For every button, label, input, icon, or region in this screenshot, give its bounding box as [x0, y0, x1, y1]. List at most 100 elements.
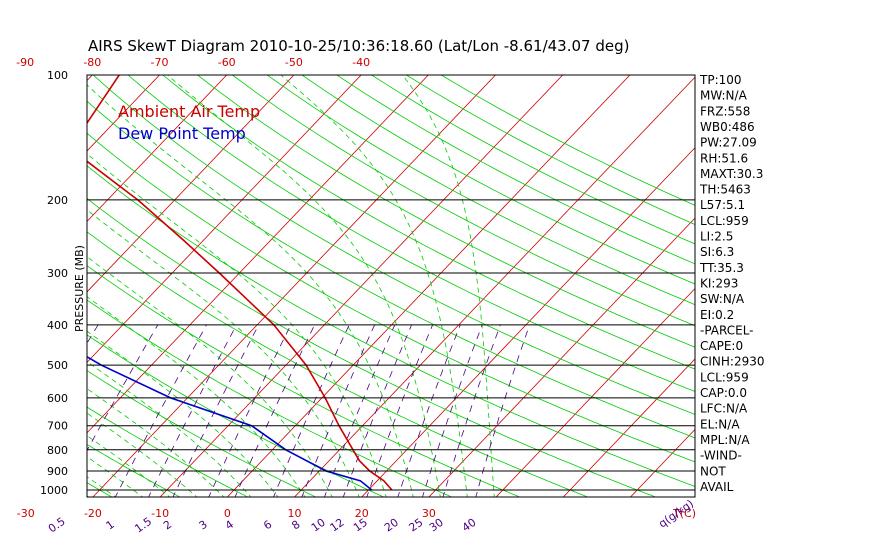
dry-adiabat: [87, 482, 113, 497]
stability-index-item: CAPE:0: [700, 339, 743, 353]
stability-index-item: LFC:N/A: [700, 402, 748, 416]
isotherm: [562, 358, 695, 497]
mixing-ratio-line: [208, 324, 292, 497]
moist-adiabat: [87, 296, 306, 497]
pressure-tick-400: 400: [47, 319, 68, 332]
isobars: [87, 74, 695, 491]
axis-ticks: 10020030040050060070080090010000.10.20.5…: [0, 56, 479, 536]
dry-adiabat: [406, 75, 695, 225]
stability-index-item: SW:N/A: [700, 292, 745, 306]
stability-index-item: KI:293: [700, 276, 738, 290]
stability-index-item: EI:0.2: [700, 308, 734, 322]
bottom-temp-tick: 30: [422, 507, 436, 520]
x-axis-unit-label: T(C): [672, 507, 696, 520]
mixing-ratio-tick: 6: [261, 518, 274, 533]
dry-adiabat: [371, 75, 695, 245]
isotherm: [293, 76, 695, 497]
pressure-tick-200: 200: [47, 194, 68, 207]
mixing-ratio-tick: 40: [460, 516, 479, 535]
moist-adiabat: [87, 456, 144, 497]
dry-adiabat: [87, 100, 695, 439]
dry-adiabat: [127, 75, 695, 392]
isotherm: [87, 75, 295, 293]
chart-grid: [87, 75, 695, 497]
stability-index-item: LCL:959: [700, 370, 749, 384]
mixing-ratio-tick: 0.2: [0, 515, 2, 536]
stability-index-item: -PARCEL-: [700, 323, 754, 337]
mixing-ratio-line: [234, 324, 315, 497]
stability-index-item: -WIND-: [700, 449, 742, 463]
moist-adiabat: [87, 388, 225, 497]
dry-adiabat: [440, 75, 695, 206]
pressure-tick-300: 300: [47, 267, 68, 280]
moist-adiabat: [402, 75, 495, 497]
mixing-ratio-tick: 2: [161, 518, 174, 533]
dry-adiabat: [87, 406, 249, 497]
legend-dew-point-temp: Dew Point Temp: [118, 124, 246, 143]
bottom-temp-tick: 0: [224, 507, 231, 520]
dry-adiabat: [87, 132, 695, 463]
stability-index-item: CINH:2930: [700, 355, 765, 369]
mixing-ratio-tick: 3: [197, 518, 210, 533]
mixing-ratio-line: [342, 324, 412, 497]
mixing-ratio-line: [324, 324, 396, 497]
mixing-ratio-line: [366, 324, 433, 497]
mixing-ratio-tick: 12: [328, 516, 347, 535]
top-temp-tick: -90: [16, 56, 34, 69]
pressure-tick-100: 100: [47, 69, 68, 82]
dry-adiabat: [87, 198, 657, 497]
dry-adiabat: [197, 75, 695, 348]
dry-adiabat: [87, 165, 695, 487]
dry-adiabat: [266, 75, 695, 306]
stability-index-item: MW:N/A: [700, 89, 748, 103]
mixing-ratio-line: [114, 324, 207, 497]
dry-adiabat: [336, 75, 695, 265]
stability-index-item: FRZ:558: [700, 104, 750, 118]
dry-adiabat: [301, 75, 695, 285]
mixing-ratio-tick: 0.5: [46, 515, 68, 536]
isotherm: [87, 75, 161, 152]
pressure-tick-700: 700: [47, 420, 68, 433]
stability-index-item: L57:5.1: [700, 198, 745, 212]
moist-adiabat: [87, 330, 279, 497]
mixing-ratio-tick: 8: [289, 518, 302, 533]
stability-index-item: MAXT:30.3: [700, 167, 763, 181]
y-axis-label: PRESSURE (MB): [73, 245, 86, 332]
top-temp-tick: -50: [285, 56, 303, 69]
dry-adiabat: [87, 334, 385, 497]
top-temp-tick: -70: [151, 56, 169, 69]
stability-index-item: TH:5463: [699, 183, 751, 197]
mixing-ratio-tick: 20: [382, 516, 401, 535]
dry-adiabat: [87, 231, 589, 497]
isotherm: [428, 217, 695, 497]
mixing-ratio-tick: 10: [309, 516, 328, 535]
stability-index-item: EL:N/A: [700, 417, 740, 431]
stability-index-item: CAP:0.0: [700, 386, 747, 400]
isotherm: [159, 75, 564, 497]
moist-adiabat: [280, 75, 468, 497]
isotherm: [495, 287, 695, 497]
bottom-temp-tick: -20: [84, 507, 102, 520]
dry-adiabat: [87, 370, 317, 497]
moist-adiabat: [87, 412, 198, 497]
stability-index-item: PW:27.09: [700, 136, 757, 150]
stability-index-item: TP:100: [699, 73, 742, 87]
pressure-tick-900: 900: [47, 465, 68, 478]
stability-index-item: SI:6.3: [700, 245, 734, 259]
dry-adiabat: [87, 299, 453, 497]
stability-index-item: LI:2.5: [700, 230, 733, 244]
bottom-temp-tick: 20: [355, 507, 369, 520]
pressure-tick-600: 600: [47, 392, 68, 405]
stability-index-item: AVAIL: [700, 480, 734, 494]
dry-adiabat: [92, 75, 695, 415]
stability-index-item: NOT: [700, 464, 726, 478]
mixing-ratio-line: [475, 324, 530, 497]
isotherm: [87, 75, 362, 363]
top-temp-tick: -40: [352, 56, 370, 69]
isotherm: [87, 75, 429, 434]
stability-index-item: TT:35.3: [699, 261, 744, 275]
mixing-ratio-tick: 1: [104, 518, 117, 533]
isotherm: [87, 75, 228, 223]
